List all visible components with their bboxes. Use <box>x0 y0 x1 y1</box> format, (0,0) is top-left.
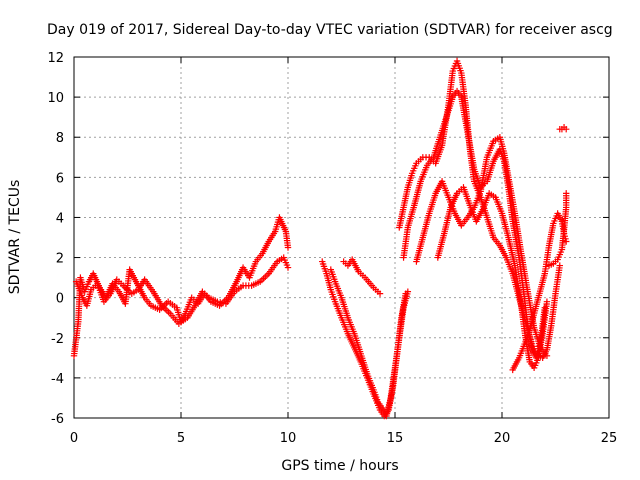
x-tick-label: 25 <box>601 431 618 446</box>
data-point <box>556 262 563 269</box>
data-point <box>219 299 227 307</box>
x-tick-labels: 0 5 10 15 20 25 <box>70 431 617 446</box>
y-axis-label: SDTVAR / TECUs <box>7 180 23 295</box>
data-point <box>217 299 224 306</box>
data-point <box>376 290 384 297</box>
x-tick-label: 20 <box>494 431 511 446</box>
x-tick-label: 15 <box>387 431 404 446</box>
y-tick-label: 6 <box>56 171 64 186</box>
x-tick-label: 5 <box>177 431 185 446</box>
data-point <box>541 304 548 311</box>
data-points <box>70 57 570 420</box>
y-tick-label: 10 <box>47 91 64 106</box>
data-point <box>214 298 221 305</box>
plot-frame <box>73 56 610 419</box>
x-tick-label: 10 <box>280 431 297 446</box>
y-tick-label: -2 <box>51 332 64 347</box>
x-axis-label: GPS time / hours <box>281 458 398 474</box>
chart-title: Day 019 of 2017, Sidereal Day-to-day VTE… <box>47 22 613 38</box>
data-point <box>563 190 570 197</box>
y-tick-label: 8 <box>56 131 64 146</box>
y-tick-label: 12 <box>47 51 64 66</box>
y-tick-label: 0 <box>56 292 64 307</box>
x-tick-label: 0 <box>70 431 78 446</box>
y-tick-labels: -6 -4 -2 0 2 4 6 8 10 12 <box>47 51 64 427</box>
y-tick-label: -4 <box>51 372 64 387</box>
data-point <box>543 298 551 305</box>
data-point <box>563 238 570 245</box>
data-point <box>284 244 292 251</box>
y-tick-label: -6 <box>51 412 64 427</box>
data-point <box>404 288 412 295</box>
data-point <box>543 352 551 360</box>
y-tick-label: 2 <box>56 252 64 267</box>
data-point <box>284 264 292 271</box>
y-tick-label: 4 <box>56 211 64 226</box>
data-point <box>563 126 570 133</box>
